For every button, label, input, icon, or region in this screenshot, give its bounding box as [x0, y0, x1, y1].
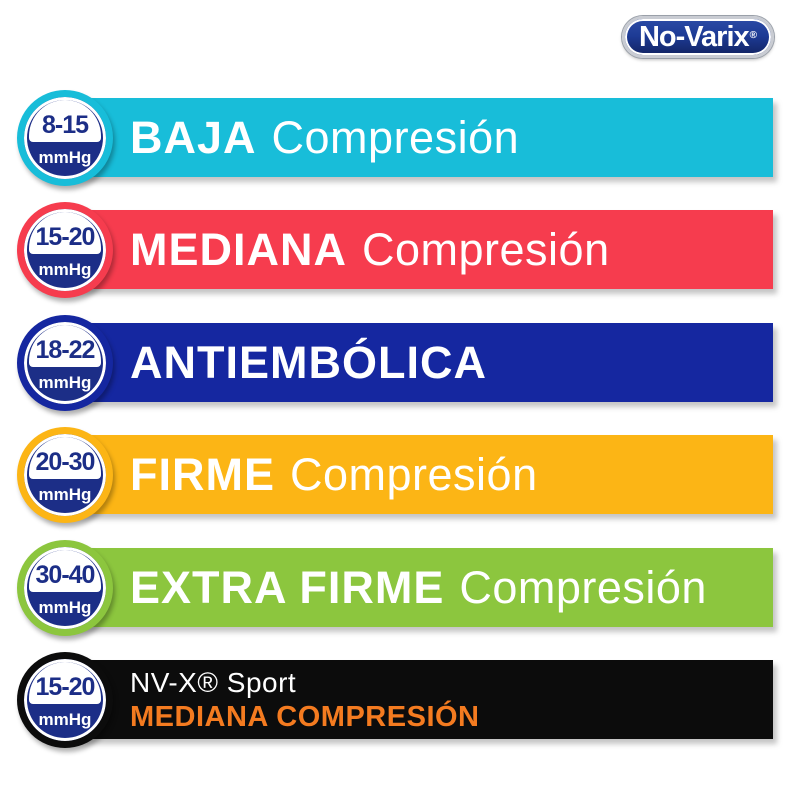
pressure-range: 15-20 — [35, 673, 96, 701]
pressure-badge: 15-20 mmHg — [17, 202, 113, 298]
band-subtitle: Compresión — [271, 111, 520, 163]
band-subtitle: Compresión — [290, 448, 538, 500]
registered-mark: ® — [749, 29, 758, 41]
pressure-badge: 15-20 mmHg — [17, 652, 113, 748]
pressure-range-dome: 15-20 — [29, 662, 101, 704]
brand-logo-text: No-Varix — [638, 20, 750, 53]
band-bar: EXTRA FIRME Compresión — [45, 548, 773, 627]
band-title: EXTRA FIRME — [130, 561, 445, 613]
band-bar: BAJA Compresión — [45, 98, 773, 177]
band-title: BAJA — [130, 111, 257, 163]
band-antiembolica: ANTIEMBÓLICA 18-22 mmHg — [0, 315, 800, 411]
brand-logo: No-Varix ® — [622, 16, 774, 58]
pressure-unit: mmHg — [38, 598, 92, 617]
band-bar: ANTIEMBÓLICA — [45, 323, 773, 402]
pressure-unit: mmHg — [38, 710, 92, 729]
pressure-range-dome: 15-20 — [29, 212, 101, 254]
pressure-range: 20-30 — [35, 448, 96, 476]
band-mediana: MEDIANA Compresión 15-20 mmHg — [0, 202, 800, 298]
pressure-badge: 30-40 mmHg — [17, 540, 113, 636]
band-subtitle: Compresión — [459, 561, 707, 613]
pressure-unit: mmHg — [38, 485, 92, 504]
pressure-unit: mmHg — [38, 148, 92, 167]
band-title: ANTIEMBÓLICA — [130, 336, 487, 388]
band-extra-firme: EXTRA FIRME Compresión 30-40 mmHg — [0, 540, 800, 636]
band-nvx-sport: NV-X® Sport MEDIANA COMPRESIÓN 15-20 mmH… — [0, 652, 800, 748]
band-bar: FIRME Compresión — [45, 435, 773, 514]
band-firme: FIRME Compresión 20-30 mmHg — [0, 427, 800, 523]
band-baja: BAJA Compresión 8-15 mmHg — [0, 90, 800, 186]
band-bar: NV-X® Sport MEDIANA COMPRESIÓN — [45, 660, 773, 739]
pressure-range-dome: 30-40 — [29, 550, 101, 592]
pressure-range: 30-40 — [35, 561, 96, 589]
band-title: NV-X® Sport — [130, 666, 297, 698]
band-title: MEDIANA — [130, 223, 347, 275]
pressure-unit: mmHg — [38, 373, 92, 392]
pressure-range-dome: 18-22 — [29, 325, 101, 367]
pressure-range: 15-20 — [35, 223, 96, 251]
pressure-badge: 8-15 mmHg — [17, 90, 113, 186]
pressure-range-dome: 8-15 — [29, 100, 101, 142]
band-title: FIRME — [130, 448, 275, 500]
pressure-badge: 20-30 mmHg — [17, 427, 113, 523]
pressure-range-dome: 20-30 — [29, 437, 101, 479]
band-subtitle: MEDIANA COMPRESIÓN — [130, 700, 480, 733]
pressure-badge: 18-22 mmHg — [17, 315, 113, 411]
pressure-unit: mmHg — [38, 260, 92, 279]
pressure-range: 18-22 — [35, 336, 96, 364]
band-bar: MEDIANA Compresión — [45, 210, 773, 289]
pressure-range: 8-15 — [41, 111, 89, 139]
band-subtitle: Compresión — [362, 223, 610, 275]
